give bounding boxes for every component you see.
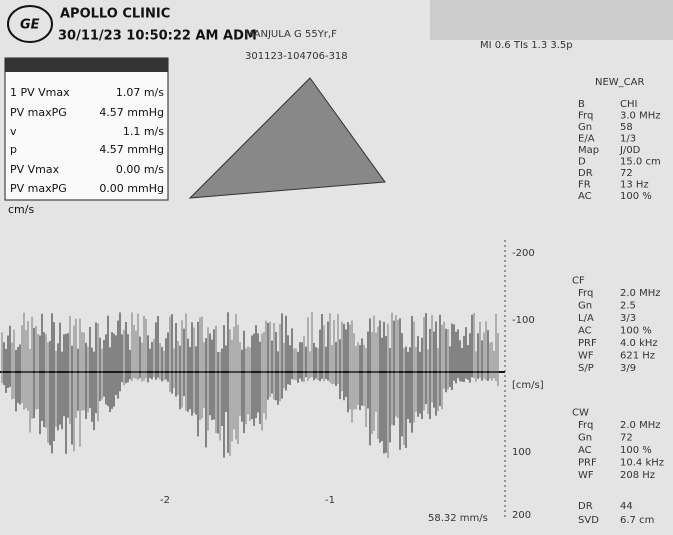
preset: NEW_CAR bbox=[595, 77, 645, 88]
param-label: PRF bbox=[578, 458, 597, 469]
param-value: 3.0 MHz bbox=[620, 111, 660, 122]
panel-title: CF bbox=[572, 276, 585, 287]
scale-label: 200 bbox=[512, 510, 531, 521]
param-value: 100 % bbox=[620, 445, 652, 456]
param-value: 44 bbox=[620, 501, 633, 512]
param-label: S/P bbox=[578, 363, 594, 374]
param-value: 1/3 bbox=[620, 134, 636, 145]
param-value: 3/3 bbox=[620, 313, 636, 324]
measure-label: PV maxPG bbox=[10, 182, 67, 195]
param-label: Gn bbox=[578, 433, 592, 444]
param-label: DR bbox=[578, 168, 593, 179]
param-label: Gn bbox=[578, 301, 592, 312]
unit-label: cm/s bbox=[8, 203, 34, 216]
time-label: -1 bbox=[325, 495, 335, 506]
param-label: B bbox=[578, 99, 585, 110]
measure-label: p bbox=[10, 143, 17, 156]
measure-label: v bbox=[10, 125, 17, 138]
scale-label: -200 bbox=[512, 248, 535, 259]
measure-value: 1.07 m/s bbox=[116, 86, 164, 99]
param-value: 2.5 bbox=[620, 301, 636, 312]
measure-value: 0.00 mmHg bbox=[99, 182, 164, 195]
clinic: APOLLO CLINIC bbox=[60, 7, 170, 22]
param-value: 100 % bbox=[620, 326, 652, 337]
scale-label: 100 bbox=[512, 447, 531, 458]
scale-label: [cm/s] bbox=[512, 380, 544, 391]
measure-value: 4.57 mmHg bbox=[99, 143, 164, 156]
param-label: AC bbox=[578, 326, 592, 337]
param-value: CHI bbox=[620, 99, 637, 110]
param-value: 621 Hz bbox=[620, 351, 655, 362]
measure-value: 4.57 mmHg bbox=[99, 106, 164, 119]
param-label: AC bbox=[578, 191, 592, 202]
param-value: 13 Hz bbox=[620, 180, 649, 191]
param-label: FR bbox=[578, 180, 591, 191]
param-value: 6.7 cm bbox=[620, 515, 654, 526]
param-label: SVD bbox=[578, 515, 599, 526]
param-label: L/A bbox=[578, 313, 594, 324]
param-value: 58 bbox=[620, 122, 633, 133]
param-value: 100 % bbox=[620, 191, 652, 202]
param-value: 10.4 kHz bbox=[620, 458, 664, 469]
header-noise bbox=[430, 0, 673, 40]
measure-label: 1 PV Vmax bbox=[10, 86, 70, 99]
param-value: 2.0 MHz bbox=[620, 420, 660, 431]
param-label: Frq bbox=[578, 288, 593, 299]
param-label: Map bbox=[578, 145, 599, 156]
param-value: 208 Hz bbox=[620, 470, 655, 481]
param-value: 15.0 cm bbox=[620, 157, 661, 168]
param-value: 2.0 MHz bbox=[620, 288, 660, 299]
measurement-header bbox=[5, 58, 168, 72]
param-label: WF bbox=[578, 470, 594, 481]
datetime: 30/11/23 10:50:22 AM ADM bbox=[58, 29, 257, 44]
measure-value: 0.00 m/s bbox=[116, 163, 164, 176]
exam-id: 301123-104706-318 bbox=[245, 51, 348, 62]
param-label: Gn bbox=[578, 122, 592, 133]
ge-logo bbox=[7, 5, 53, 43]
doppler-spectrum bbox=[1, 312, 499, 459]
measure-label: PV maxPG bbox=[10, 106, 67, 119]
param-label: Frq bbox=[578, 111, 593, 122]
param-label: D bbox=[578, 157, 586, 168]
param-label: DR bbox=[578, 501, 593, 512]
param-value: 72 bbox=[620, 168, 633, 179]
param-value: J/0D bbox=[619, 145, 641, 156]
param-value: 4.0 kHz bbox=[620, 338, 658, 349]
sector-image bbox=[188, 77, 386, 199]
ge-logo-mark: GE bbox=[20, 18, 40, 33]
param-label: E/A bbox=[578, 134, 595, 145]
measure-label: PV Vmax bbox=[10, 163, 60, 176]
param-label: AC bbox=[578, 445, 592, 456]
param-label: Frq bbox=[578, 420, 593, 431]
param-label: PRF bbox=[578, 338, 597, 349]
time-label: -2 bbox=[160, 495, 170, 506]
measure-value: 1.1 m/s bbox=[123, 125, 164, 138]
panel-title: CW bbox=[572, 408, 589, 419]
sweep: 58.32 mm/s bbox=[428, 513, 488, 524]
patient: MANJULA G 55Yr,F bbox=[245, 29, 337, 40]
param-value: 72 bbox=[620, 433, 633, 444]
param-label: WF bbox=[578, 351, 594, 362]
param-value: 3/9 bbox=[620, 363, 636, 374]
scale-label: -100 bbox=[512, 315, 535, 326]
indices: MI 0.6 TIs 1.3 3.5p bbox=[480, 40, 573, 51]
